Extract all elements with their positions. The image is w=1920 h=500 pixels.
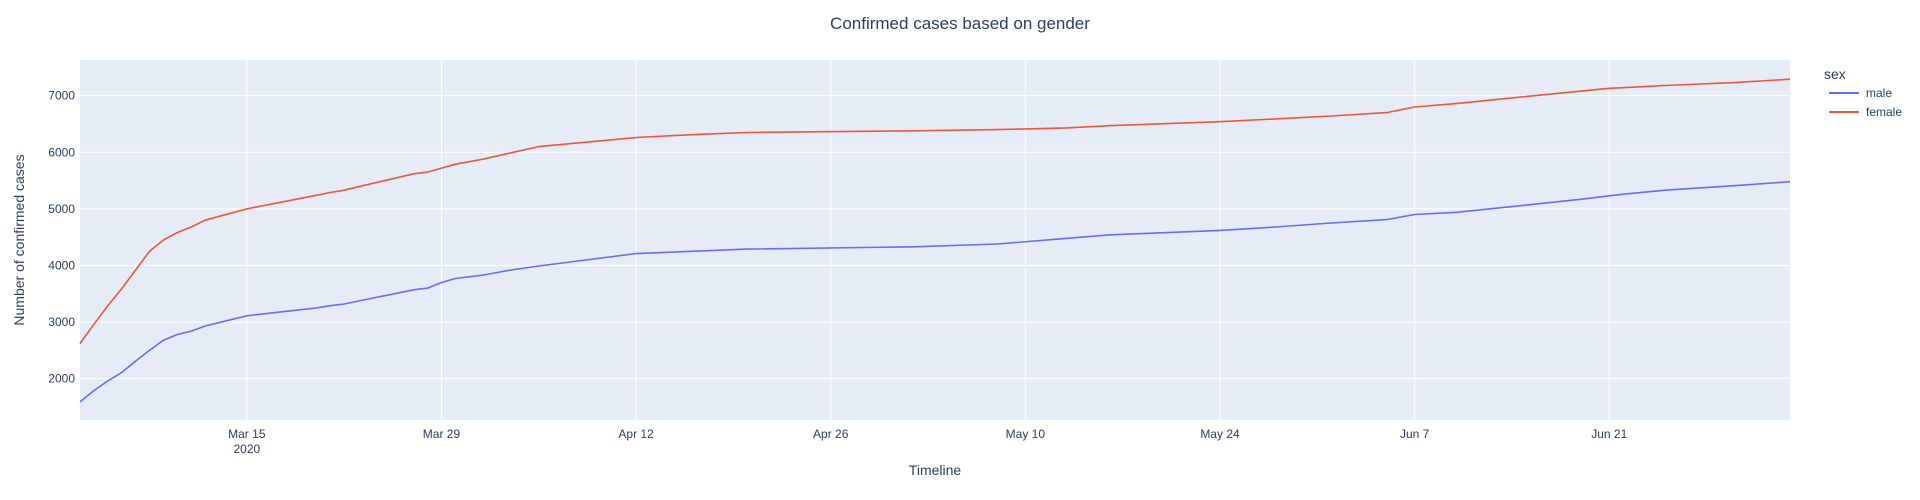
x-axis-title: Timeline — [909, 462, 962, 478]
x-tick-label: May 24 — [1200, 427, 1240, 441]
legend-item-female[interactable]: female — [1829, 105, 1902, 119]
chart-title: Confirmed cases based on gender — [830, 14, 1090, 33]
x-tick-label: Mar 15 — [228, 427, 266, 441]
x-tick-label: Jun 21 — [1591, 427, 1627, 441]
y-tick-label: 3000 — [48, 315, 75, 329]
y-tick-label: 2000 — [48, 372, 75, 386]
x-tick-label: Apr 12 — [618, 427, 654, 441]
y-tick-labels: 2000 3000 4000 5000 6000 7000 — [48, 89, 75, 386]
plot-area — [80, 60, 1790, 420]
y-tick-label: 7000 — [48, 89, 75, 103]
y-gridlines — [80, 95, 1790, 380]
legend-title: sex — [1824, 66, 1846, 82]
legend[interactable]: sex male female — [1824, 66, 1902, 119]
x-tick-sublabel: 2020 — [233, 442, 260, 456]
series-layer — [79, 78, 1791, 403]
y-tick-label: 4000 — [48, 258, 75, 272]
legend-item-male[interactable]: male — [1829, 86, 1892, 100]
x-tick-label: Apr 26 — [813, 427, 849, 441]
legend-label-female: female — [1866, 105, 1902, 119]
y-axis-title: Number of confirmed cases — [11, 154, 27, 325]
x-tick-label: Jun 7 — [1400, 427, 1430, 441]
x-tick-label: May 10 — [1006, 427, 1046, 441]
series-line-female[interactable] — [79, 78, 1791, 345]
y-tick-label: 5000 — [48, 202, 75, 216]
y-tick-label: 6000 — [48, 145, 75, 159]
x-tick-label: Mar 29 — [423, 427, 461, 441]
series-line-male[interactable] — [79, 180, 1791, 403]
x-gridlines — [246, 60, 1610, 420]
legend-label-male: male — [1866, 86, 1892, 100]
